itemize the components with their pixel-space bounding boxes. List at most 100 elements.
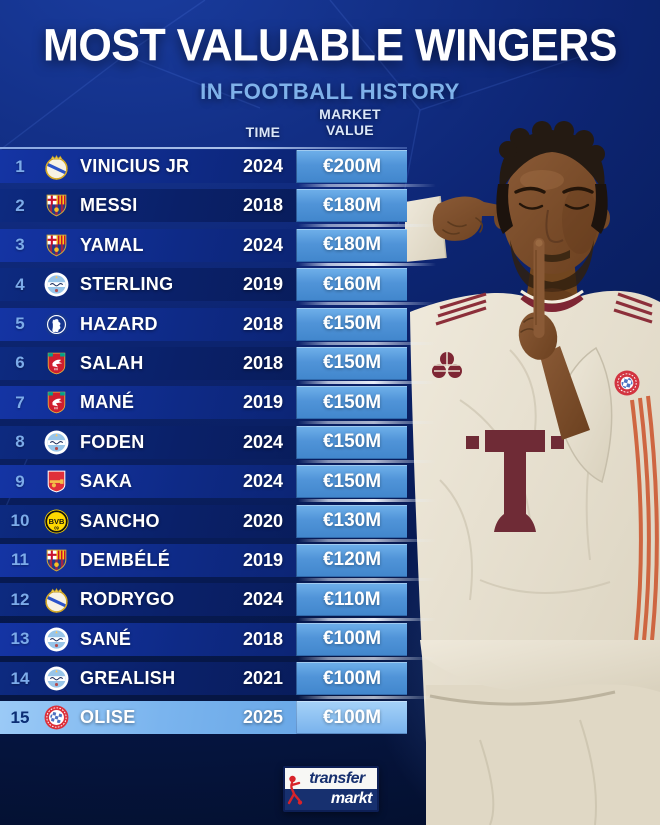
market-value-cell: €100M [296, 662, 407, 696]
time-cell: 2025 [242, 707, 284, 728]
rank-cell: 13 [10, 629, 30, 649]
man-city-badge-icon [40, 268, 72, 301]
player-name: STERLING [80, 274, 174, 295]
market-value-cell: €180M [296, 189, 407, 223]
telekom-t-logo [466, 430, 564, 532]
time-cell: 2024 [242, 431, 284, 452]
row-separator-shine [298, 499, 436, 503]
liverpool-badge-icon [40, 347, 72, 380]
rank-cell: 15 [10, 707, 30, 727]
time-cell: 2018 [242, 628, 284, 649]
player-name: YAMAL [80, 234, 144, 255]
rank-cell: 1 [15, 156, 25, 176]
shh-hand [518, 238, 613, 484]
table-row: 13 SANÉ 2018 €100M [0, 622, 407, 656]
shorts [420, 640, 660, 825]
man-city-badge-icon [40, 426, 72, 459]
rank-cell: 7 [15, 392, 25, 412]
brand-logo: transfer markt [283, 766, 379, 812]
time-cell: 2020 [242, 510, 284, 531]
barcelona-badge-icon [40, 229, 72, 262]
table-row: 8 FODEN 2024 €150M [0, 425, 407, 459]
table-row: 5 HAZARD 2018 €150M [0, 307, 407, 341]
dortmund-badge-icon: BVB 09 [40, 505, 72, 538]
market-value-cell: €180M [296, 228, 407, 262]
market-value-cell: €120M [296, 543, 407, 577]
row-separator-shine [298, 617, 436, 621]
player-name: DEMBÉLÉ [80, 549, 171, 570]
rank-cell: 8 [15, 432, 25, 452]
market-value-cell: €110M [296, 583, 407, 617]
market-value-cell: €150M [296, 386, 407, 420]
rank-cell: 10 [10, 511, 30, 531]
bayern-badge-icon [40, 701, 72, 734]
table-row: 1 VINICIUS JR 2024 €200M [0, 150, 407, 183]
row-separator-shine [298, 460, 436, 463]
player-name: FODEN [80, 431, 145, 452]
player-name: HAZARD [80, 313, 158, 334]
row-separator-shine [298, 302, 436, 306]
rank-cell: 14 [10, 668, 30, 688]
time-cell: 2019 [242, 392, 284, 413]
column-header-market-value: MARKET VALUE [319, 106, 381, 139]
time-cell: 2024 [242, 234, 284, 255]
table-row: 12 RODRYGO 2024 €110M [0, 583, 407, 617]
ranking-table: 1 VINICIUS JR 2024 €200M 2 MESSI 2018 €180M 3 YAM… [0, 150, 407, 735]
market-value-cell: €100M [296, 622, 407, 656]
table-row: 4 STERLING 2019 €160M [0, 268, 407, 302]
market-value-cell: €100M [296, 701, 407, 735]
row-separator-shine [298, 223, 436, 227]
market-value-cell: €150M [296, 425, 407, 459]
row-separator-shine [298, 184, 436, 188]
bayern-crest-icon [614, 370, 640, 396]
brand-word-top: transfer [285, 768, 377, 789]
pointing-hand [405, 195, 507, 262]
svg-text:09: 09 [54, 525, 59, 530]
market-value-cell: €150M [296, 307, 407, 341]
player-photo [370, 121, 660, 825]
player-name: SALAH [80, 352, 144, 373]
rank-cell: 5 [15, 314, 25, 334]
rank-cell: 3 [15, 235, 25, 255]
player-name: SANÉ [80, 628, 132, 649]
barcelona-badge-icon [40, 544, 72, 577]
real-madrid-badge-icon [40, 150, 72, 183]
player-name: SANCHO [80, 510, 160, 531]
table-row: 2 MESSI 2018 €180M [0, 189, 407, 223]
rank-cell: 4 [15, 274, 25, 294]
row-separator-shine [298, 696, 436, 700]
player-head [494, 121, 610, 306]
table-row: 9 SAKA 2024 €150M [0, 465, 407, 499]
column-header-time: TIME [245, 124, 281, 140]
market-value-cell: €200M [296, 150, 407, 183]
time-cell: 2018 [242, 313, 284, 334]
time-cell: 2024 [242, 471, 284, 492]
brand-runner-icon [287, 775, 303, 805]
real-madrid-badge-icon [40, 583, 72, 616]
player-name: MANÉ [80, 392, 135, 413]
adidas-stripes [435, 292, 653, 326]
row-separator-shine [298, 657, 436, 660]
market-value-cell: €130M [296, 504, 407, 538]
man-city-badge-icon [40, 662, 72, 695]
rank-cell: 9 [15, 471, 25, 491]
market-value-cell: €150M [296, 465, 407, 499]
time-cell: 2018 [242, 352, 284, 373]
rank-cell: 2 [15, 195, 25, 215]
player-name: RODRYGO [80, 589, 175, 610]
row-separator-shine [298, 263, 436, 266]
table-row: 3 YAMAL 2024 €180M [0, 228, 407, 262]
man-city-badge-icon [40, 623, 72, 656]
player-name: SAKA [80, 471, 133, 492]
time-cell: 2024 [242, 589, 284, 610]
table-row: 15 OLISE 2025 €100M [0, 701, 407, 735]
svg-text:BVB: BVB [48, 517, 64, 526]
row-separator-shine [298, 341, 436, 345]
time-cell: 2018 [242, 195, 284, 216]
row-separator-shine [298, 381, 436, 385]
market-value-cell: €160M [296, 268, 407, 302]
row-separator-shine [298, 578, 436, 582]
rank-cell: 12 [10, 589, 30, 609]
market-value-cell: €150M [296, 346, 407, 380]
